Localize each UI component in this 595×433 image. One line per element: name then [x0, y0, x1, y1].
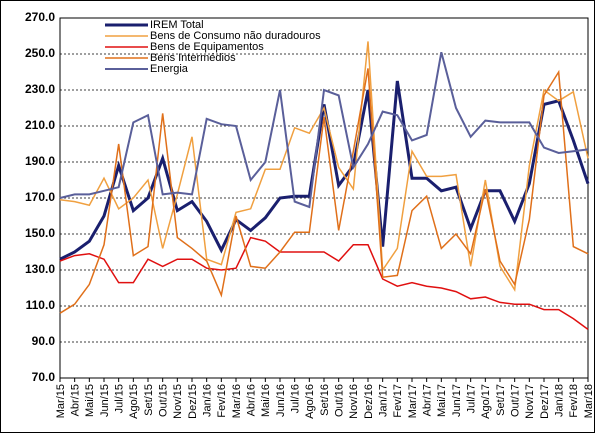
x-tick-label: Out/15 [158, 384, 170, 417]
x-tick-label: Dez/16 [363, 384, 375, 419]
x-tick-label: Jan/16 [202, 384, 214, 417]
y-tick-label: 230.0 [25, 82, 55, 96]
x-tick-label: Dez/15 [187, 384, 199, 419]
x-tick-label: Fev/17 [392, 384, 404, 418]
x-tick-label: Jan/18 [554, 384, 566, 417]
x-tick-label: Mar/17 [407, 384, 419, 418]
x-tick-label: Jun/17 [451, 384, 463, 417]
legend-label: Bens de Equipamentos [150, 41, 264, 53]
x-tick-label: Jul/17 [466, 384, 478, 413]
y-tick-label: 170.0 [25, 190, 55, 204]
x-tick-label: Set/17 [495, 384, 507, 416]
series-line [59, 41, 589, 293]
x-tick-label: Mai/15 [84, 384, 96, 417]
y-tick-label: 250.0 [25, 46, 55, 60]
legend-label: Bens de Consumo não duradouros [150, 30, 321, 42]
x-tick-label: Jan/17 [378, 384, 390, 417]
x-tick-label: Jul/16 [290, 384, 302, 413]
x-tick-label: Set/15 [143, 384, 155, 416]
x-tick-label: Jun/15 [99, 384, 111, 417]
x-tick-label: Nov/16 [348, 384, 360, 419]
legend-label: Bens Intermédios [150, 52, 236, 64]
series-line [59, 68, 589, 314]
y-tick-label: 90.0 [32, 334, 56, 348]
x-tick-label: Ago/16 [304, 384, 316, 419]
series-line [59, 51, 589, 209]
y-tick-label: 130.0 [25, 262, 55, 276]
x-tick-label: Ago/15 [128, 384, 140, 419]
x-tick-label: Mai/16 [260, 384, 272, 417]
x-tick-label: Out/16 [334, 384, 346, 417]
x-tick-label: Abr/16 [246, 384, 258, 416]
y-tick-label: 70.0 [32, 370, 56, 384]
x-tick-label: Mar/15 [55, 384, 67, 418]
legend-label: Energia [150, 63, 189, 75]
x-tick-label: Set/16 [319, 384, 331, 416]
x-tick-label: Nov/17 [524, 384, 536, 419]
x-tick-label: Ago/17 [480, 384, 492, 419]
y-tick-label: 110.0 [26, 298, 56, 312]
y-tick-label: 150.0 [25, 226, 55, 240]
x-tick-label: Mar/16 [231, 384, 243, 418]
x-tick-label: Out/17 [510, 384, 522, 417]
x-tick-label: Mar/18 [583, 384, 595, 418]
legend-label: IREM Total [150, 19, 204, 31]
x-tick-label: Abr/17 [422, 384, 434, 416]
series-line [59, 236, 589, 331]
x-tick-label: Mai/17 [436, 384, 448, 417]
x-tick-label: Abr/15 [70, 384, 82, 416]
series-line [59, 80, 590, 261]
x-tick-label: Jul/15 [114, 384, 126, 413]
x-tick-label: Dez/17 [539, 384, 551, 419]
x-tick-label: Fev/18 [568, 384, 580, 418]
x-tick-label: Fev/16 [216, 384, 228, 418]
y-tick-label: 190.0 [25, 154, 55, 168]
x-tick-label: Nov/15 [172, 384, 184, 419]
x-tick-label: Jun/16 [275, 384, 287, 417]
y-tick-label: 270.0 [25, 10, 55, 24]
y-tick-label: 210.0 [25, 118, 55, 132]
